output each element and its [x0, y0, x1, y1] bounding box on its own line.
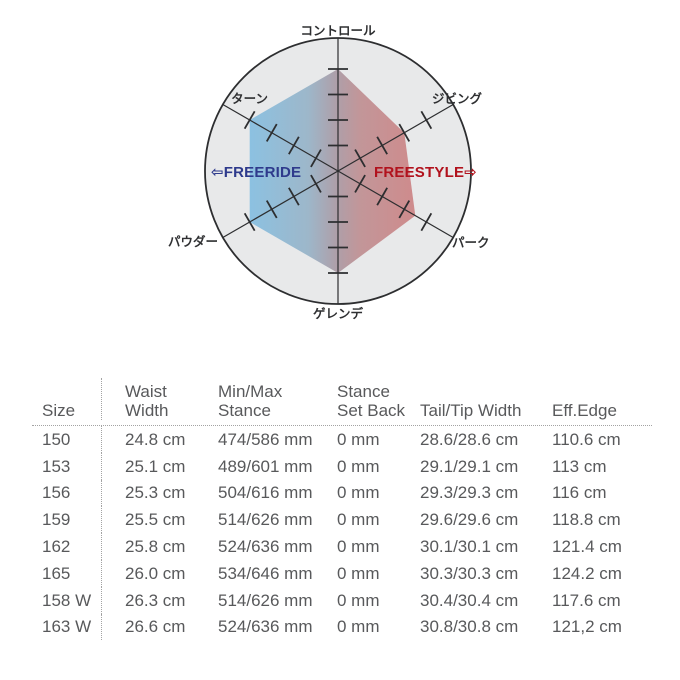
table-row: 162 25.8 cm 524/636 mm 0 mm 30.1/30.1 cm… [32, 533, 652, 560]
cell-size: 153 [32, 452, 102, 480]
radar-tick [265, 123, 278, 142]
cell-waist: 25.3 cm [125, 483, 186, 503]
radar-tick [310, 174, 322, 193]
cell-tailtip: 29.3/29.3 cm [420, 483, 519, 503]
radar-spoke [337, 103, 454, 172]
cell-edge: 117.6 cm [552, 590, 621, 610]
cell-stance: 474/586 mm [218, 429, 313, 449]
axis-label-jibbing: ジビング [432, 92, 483, 106]
cell-edge: 113 cm [552, 456, 607, 476]
radar-tick [398, 123, 411, 142]
table-row: 153 25.1 cm 489/601 mm 0 mm 29.1/29.1 cm… [32, 452, 652, 480]
header-eff-edge: Eff.Edge [552, 400, 617, 420]
axis-label-control: コントロール [300, 24, 376, 38]
cell-stance: 514/626 mm [218, 590, 313, 610]
cell-size: 150 [32, 426, 102, 453]
radar-polygon [249, 69, 416, 273]
cell-edge: 124.2 cm [552, 563, 622, 583]
cell-tailtip: 28.6/28.6 cm [420, 429, 519, 449]
radar-tick [288, 187, 300, 206]
cell-tailtip: 30.1/30.1 cm [420, 537, 519, 557]
table-row: 156 25.3 cm 504/616 mm 0 mm 29.3/29.3 cm… [32, 479, 652, 507]
radar-tick [420, 110, 433, 130]
cell-waist: 25.8 cm [125, 537, 186, 557]
cell-stance: 524/636 mm [218, 537, 313, 557]
radar-tick [420, 212, 433, 232]
radar-tick [265, 200, 278, 219]
cell-stance: 524/636 mm [218, 617, 313, 637]
cell-tailtip: 30.8/30.8 cm [420, 617, 519, 637]
spec-table: Size Waist Width Min/Max Stance Stance Set … [32, 378, 652, 641]
header-tailtip: Tail/Tip Width [420, 400, 522, 420]
cell-size: 158 W [32, 586, 102, 614]
radar-spoke [222, 170, 339, 239]
cell-tailtip: 29.6/29.6 cm [420, 510, 519, 530]
cell-waist: 26.0 cm [125, 563, 186, 583]
cell-edge: 118.8 cm [552, 510, 621, 530]
cell-tailtip: 30.4/30.4 cm [420, 590, 519, 610]
header-waist: Waist Width [125, 381, 169, 420]
cell-setback: 0 mm [337, 590, 380, 610]
table-row: 158 W 26.3 cm 514/626 mm 0 mm 30.4/30.4 … [32, 586, 652, 614]
cell-size: 165 [32, 559, 102, 587]
cell-stance: 489/601 mm [218, 456, 313, 476]
radar-tick [354, 149, 366, 168]
header-stance: Min/Max Stance [218, 381, 283, 420]
freestyle-label: FREESTYLE⇨ [374, 163, 477, 181]
radar-spoke [222, 103, 339, 172]
radar-tick [376, 187, 388, 206]
table-row: 150 24.8 cm 474/586 mm 0 mm 28.6/28.6 cm… [32, 426, 652, 453]
radar-tick [243, 110, 256, 130]
right-arrow-icon: ⇨ [464, 164, 477, 181]
freeride-label: ⇦FREERIDE [211, 163, 301, 181]
cell-tailtip: 30.3/30.3 cm [420, 563, 519, 583]
axis-label-turn: ターン [231, 92, 268, 106]
cell-stance: 534/646 mm [218, 563, 313, 583]
cell-size: 159 [32, 506, 102, 534]
table-row: 163 W 26.6 cm 524/636 mm 0 mm 30.8/30.8 … [32, 613, 652, 641]
cell-setback: 0 mm [337, 456, 380, 476]
cell-edge: 116 cm [552, 483, 607, 503]
radar-tick [376, 136, 388, 155]
table-header-row: Size Waist Width Min/Max Stance Stance Set … [32, 378, 652, 426]
header-size: Size [32, 378, 102, 420]
cell-tailtip: 29.1/29.1 cm [420, 456, 519, 476]
left-arrow-icon: ⇦ [211, 164, 224, 181]
radar-tick [354, 174, 366, 193]
axis-label-powder: パウダー [168, 235, 219, 249]
cell-size: 156 [32, 479, 102, 507]
cell-edge: 110.6 cm [552, 429, 621, 449]
cell-setback: 0 mm [337, 429, 380, 449]
radar-tick [288, 136, 300, 155]
cell-setback: 0 mm [337, 510, 380, 530]
axis-label-park: パーク [452, 236, 490, 250]
cell-setback: 0 mm [337, 563, 380, 583]
radar-tick [243, 212, 256, 232]
cell-size: 162 [32, 533, 102, 560]
cell-stance: 504/616 mm [218, 483, 313, 503]
cell-edge: 121.4 cm [552, 537, 622, 557]
radar-chart-svg [204, 37, 472, 305]
cell-stance: 514/626 mm [218, 510, 313, 530]
cell-size: 163 W [32, 613, 102, 641]
header-setback: Stance Set Back [337, 381, 406, 420]
cell-setback: 0 mm [337, 617, 380, 637]
radar-tick [398, 200, 411, 219]
freestyle-text: FREESTYLE [374, 164, 465, 181]
radar-spoke [337, 170, 454, 239]
cell-waist: 25.1 cm [125, 456, 186, 476]
cell-waist: 25.5 cm [125, 510, 186, 530]
cell-waist: 26.3 cm [125, 590, 186, 610]
radar-tick [310, 149, 322, 168]
table-row: 159 25.5 cm 514/626 mm 0 mm 29.6/29.6 cm… [32, 506, 652, 534]
cell-edge: 121,2 cm [552, 617, 622, 637]
cell-waist: 26.6 cm [125, 617, 186, 637]
cell-setback: 0 mm [337, 537, 380, 557]
table-row: 165 26.0 cm 534/646 mm 0 mm 30.3/30.3 cm… [32, 559, 652, 587]
freeride-text: FREERIDE [223, 164, 302, 181]
cell-setback: 0 mm [337, 483, 380, 503]
axis-label-gelande: ゲレンデ [312, 307, 363, 321]
cell-waist: 24.8 cm [125, 429, 186, 449]
